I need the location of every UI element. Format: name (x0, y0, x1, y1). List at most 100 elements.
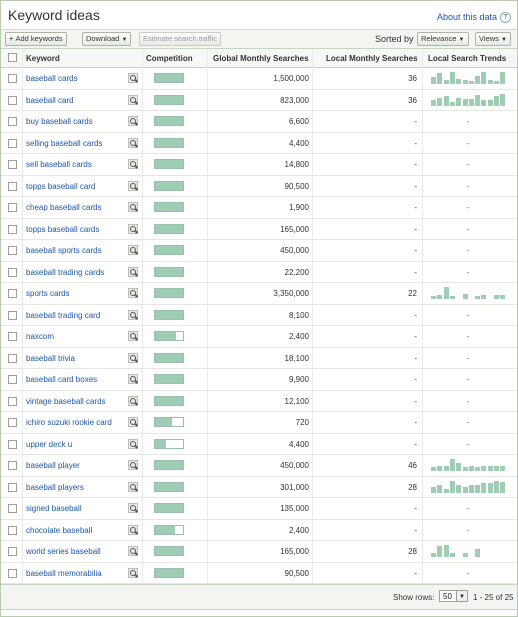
keyword-link[interactable]: ichiro suzuki rookie card (26, 418, 112, 427)
row-checkbox[interactable] (8, 203, 17, 212)
column-header-global-monthly-searches[interactable]: Global Monthly Searches (213, 54, 309, 63)
row-checkbox[interactable] (8, 418, 17, 427)
keyword-link[interactable]: naxcom (26, 332, 55, 341)
row-checkbox[interactable] (8, 332, 17, 341)
keyword-link[interactable]: upper deck u (26, 439, 73, 449)
magnifier-icon[interactable] (128, 288, 138, 298)
magnifier-icon[interactable] (128, 567, 138, 578)
row-checkbox[interactable] (8, 181, 17, 191)
row-checkbox[interactable] (8, 74, 17, 83)
keyword-link[interactable]: baseball card (26, 95, 74, 105)
magnifier-icon[interactable] (128, 202, 138, 212)
magnifier-icon[interactable] (128, 180, 138, 191)
competition-fill (155, 138, 183, 147)
magnifier-icon[interactable] (128, 438, 138, 449)
keyword-link[interactable]: sell baseball cards (26, 160, 92, 169)
row-checkbox[interactable] (8, 224, 17, 234)
add-keywords-button[interactable]: + Add keywords (5, 32, 67, 46)
trend-bar (500, 93, 506, 106)
about-this-data-link[interactable]: About this data (436, 12, 497, 22)
sort-select[interactable]: Relevance ▼ (417, 32, 469, 46)
keyword-link[interactable]: topps baseball cards (26, 224, 100, 234)
row-checkbox[interactable] (8, 439, 17, 449)
help-icon[interactable]: ? (500, 12, 511, 23)
trend-bar (449, 553, 455, 557)
keyword-link[interactable]: baseball trivia (26, 353, 75, 363)
row-checkbox[interactable] (8, 160, 17, 169)
row-checkbox[interactable] (8, 396, 17, 406)
estimate-search-traffic-button[interactable]: Estimate search traffic (139, 32, 222, 46)
magnifier-icon[interactable] (128, 352, 138, 363)
magnifier-icon[interactable] (128, 395, 138, 406)
column-header-competition[interactable]: Competition (146, 54, 193, 63)
keyword-link[interactable]: cheap baseball cards (26, 203, 102, 212)
magnifier-icon[interactable] (128, 245, 138, 255)
column-divider (312, 49, 313, 587)
global-monthly-searches: 823,000 (280, 95, 309, 105)
magnifier-icon[interactable] (128, 524, 138, 535)
select-all-checkbox[interactable] (8, 53, 17, 62)
keyword-link[interactable]: world series baseball (26, 547, 101, 556)
views-button[interactable]: Views ▼ (475, 32, 511, 46)
magnifier-icon[interactable] (128, 417, 138, 427)
row-checkbox[interactable] (8, 504, 17, 513)
row-checkbox[interactable] (8, 117, 17, 126)
chevron-down-icon[interactable]: ▼ (456, 590, 468, 602)
magnifier-icon[interactable] (128, 137, 138, 148)
keyword-link[interactable]: topps baseball card (26, 181, 96, 191)
column-header-keyword[interactable]: Keyword (26, 54, 60, 63)
keyword-link[interactable]: baseball memorabilia (26, 568, 102, 578)
row-checkbox[interactable] (8, 461, 17, 470)
keyword-link[interactable]: baseball trading cards (26, 267, 105, 277)
column-header-local-monthly-searches[interactable]: Local Monthly Searches (326, 54, 418, 63)
magnifier-icon[interactable] (128, 374, 138, 384)
row-checkbox[interactable] (8, 246, 17, 255)
keyword-link[interactable]: selling baseball cards (26, 138, 103, 148)
keyword-link[interactable]: chocolate baseball (26, 525, 93, 535)
competition-bar (154, 266, 184, 277)
keyword-link[interactable]: signed baseball (26, 504, 82, 513)
keyword-link[interactable]: sports cards (26, 289, 70, 298)
magnifier-icon[interactable] (128, 460, 138, 470)
table-row: baseball players 301,000 28 (1, 477, 517, 498)
magnifier-icon[interactable] (128, 94, 138, 105)
keyword-link[interactable]: baseball sports cards (26, 246, 102, 255)
row-checkbox[interactable] (8, 267, 17, 277)
local-search-trend-empty: - (467, 267, 470, 277)
keyword-link[interactable]: baseball players (26, 482, 84, 492)
magnifier-icon[interactable] (128, 309, 138, 320)
competition-fill (155, 547, 183, 555)
column-header-local-search-trends[interactable]: Local Search Trends (428, 54, 507, 63)
trend-bar (443, 80, 449, 84)
pagination-range: 1 - 25 of 25 (473, 593, 514, 602)
row-checkbox[interactable] (8, 568, 17, 578)
row-checkbox[interactable] (8, 289, 17, 298)
row-checkbox[interactable] (8, 375, 17, 384)
row-checkbox[interactable] (8, 353, 17, 363)
row-checkbox[interactable] (8, 547, 17, 556)
magnifier-icon[interactable] (128, 503, 138, 513)
magnifier-icon[interactable] (128, 73, 138, 83)
magnifier-icon[interactable] (128, 159, 138, 169)
magnifier-icon[interactable] (128, 266, 138, 277)
keyword-link[interactable]: baseball cards (26, 74, 78, 83)
global-monthly-searches: 301,000 (280, 482, 309, 492)
row-checkbox[interactable] (8, 525, 17, 535)
magnifier-icon[interactable] (128, 546, 138, 556)
keyword-link[interactable]: baseball player (26, 461, 80, 470)
download-button[interactable]: Download ▼ (82, 32, 132, 46)
row-checkbox[interactable] (8, 95, 17, 105)
magnifier-icon[interactable] (128, 331, 138, 341)
row-checkbox[interactable] (8, 138, 17, 148)
table-row: baseball sports cards 450,000 - - (1, 240, 517, 262)
row-checkbox[interactable] (8, 482, 17, 492)
keyword-link[interactable]: vintage baseball cards (26, 396, 106, 406)
magnifier-icon[interactable] (128, 223, 138, 234)
magnifier-icon[interactable] (128, 116, 138, 126)
magnifier-icon[interactable] (128, 481, 138, 492)
keyword-link[interactable]: baseball trading card (26, 310, 101, 320)
keyword-link[interactable]: buy baseball cards (26, 117, 93, 126)
competition-fill (155, 525, 175, 534)
row-checkbox[interactable] (8, 310, 17, 320)
keyword-link[interactable]: baseball card boxes (26, 375, 98, 384)
